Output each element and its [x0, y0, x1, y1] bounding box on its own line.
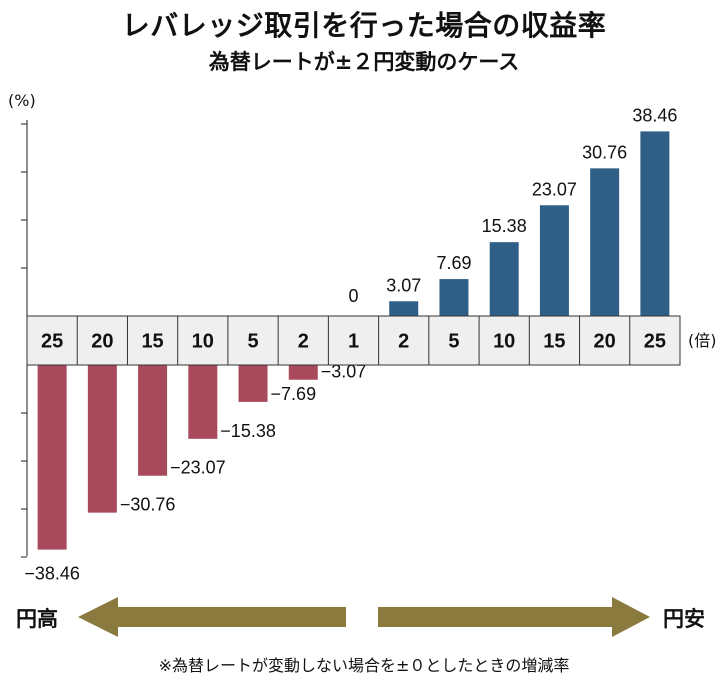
y-axis-unit: (%) [8, 91, 36, 110]
leverage-strip [26, 315, 681, 366]
bar-negative-5 [238, 365, 268, 402]
value-label: −38.46 [24, 564, 80, 584]
x-tick-label: 15 [543, 331, 565, 353]
x-tick-label: 20 [91, 331, 113, 353]
bar-positive-10 [489, 242, 519, 316]
x-tick-label: 10 [493, 331, 515, 353]
x-tick-label: 1 [348, 331, 359, 353]
bar-positive-20 [590, 168, 620, 316]
x-tick-label: 20 [594, 331, 616, 353]
left-arrow [78, 597, 346, 637]
x-tick-label: 2 [398, 331, 409, 353]
value-label: 3.07 [386, 275, 421, 295]
bar-negative-10 [188, 365, 218, 439]
x-tick-label: 25 [41, 331, 63, 353]
value-label: 15.38 [482, 216, 527, 236]
bar-positive-15 [539, 205, 569, 316]
x-tick-label: 5 [448, 331, 459, 353]
yen-depreciation-label: 円安 [663, 607, 705, 631]
x-tick-label: 5 [247, 331, 258, 353]
value-label: −7.69 [271, 384, 317, 404]
value-label: 30.76 [582, 142, 627, 162]
yen-appreciation-label: 円高 [16, 607, 58, 631]
value-label: 23.07 [532, 179, 577, 199]
bar-positive-5 [439, 279, 469, 316]
x-tick-label: 2 [298, 331, 309, 353]
x-tick-label: 15 [141, 331, 163, 353]
bar-negative-2 [288, 365, 318, 380]
bar-positive-25 [640, 131, 670, 316]
footnote: ※為替レートが変動しない場合を±０としたときの増減率 [158, 656, 570, 675]
value-label: −15.38 [220, 421, 276, 441]
chart-subtitle: 為替レートが±２円変動のケース [208, 50, 520, 74]
x-tick-label: 25 [644, 331, 666, 353]
x-axis-unit: (倍) [688, 331, 717, 350]
bar-negative-15 [138, 365, 168, 476]
value-label: −3.07 [321, 362, 367, 382]
right-arrow [378, 597, 650, 637]
value-label: 7.69 [436, 253, 471, 273]
bar-negative-20 [87, 365, 117, 513]
value-label: −23.07 [170, 458, 226, 478]
value-label: −30.76 [120, 495, 176, 515]
bar-negative-25 [37, 365, 67, 550]
x-tick-label: 10 [192, 331, 214, 353]
value-label: 38.46 [632, 105, 677, 125]
chart-title: レバレッジ取引を行った場合の収益率 [121, 9, 607, 42]
bar-positive-2 [389, 301, 419, 316]
value-label: 0 [348, 286, 358, 306]
